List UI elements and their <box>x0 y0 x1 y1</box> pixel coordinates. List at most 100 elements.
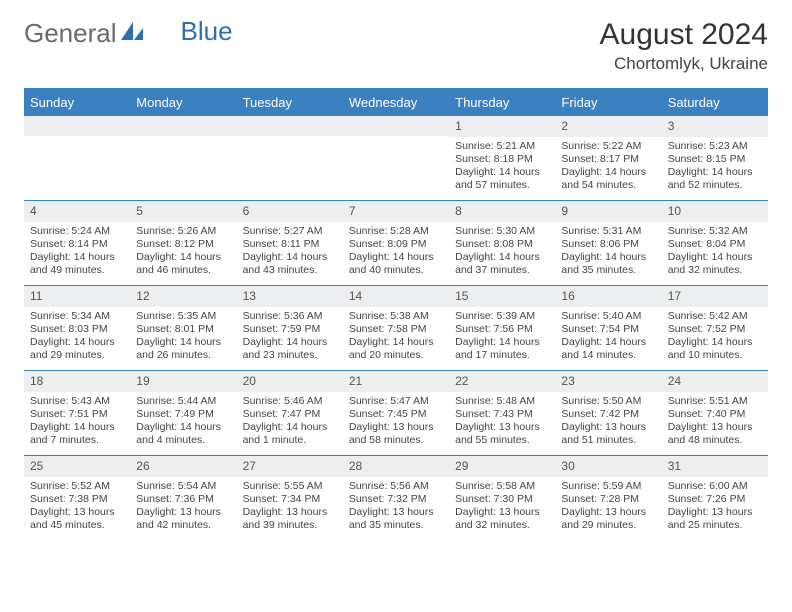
day-details: Sunrise: 5:56 AMSunset: 7:32 PMDaylight:… <box>343 477 449 537</box>
day-number: 13 <box>237 286 343 307</box>
day-cell: 13Sunrise: 5:36 AMSunset: 7:59 PMDayligh… <box>237 286 343 370</box>
sunset: Sunset: 8:15 PM <box>668 153 762 166</box>
sunset: Sunset: 8:04 PM <box>668 238 762 251</box>
sunset: Sunset: 7:59 PM <box>243 323 337 336</box>
day-details: Sunrise: 5:23 AMSunset: 8:15 PMDaylight:… <box>662 137 768 197</box>
day-cell: 29Sunrise: 5:58 AMSunset: 7:30 PMDayligh… <box>449 456 555 540</box>
daylight: Daylight: 14 hours and 4 minutes. <box>136 421 230 447</box>
day-number: 15 <box>449 286 555 307</box>
sunset: Sunset: 8:06 PM <box>561 238 655 251</box>
daylight: Daylight: 14 hours and 29 minutes. <box>30 336 124 362</box>
sunrise: Sunrise: 5:35 AM <box>136 310 230 323</box>
day-cell: 24Sunrise: 5:51 AMSunset: 7:40 PMDayligh… <box>662 371 768 455</box>
sunset: Sunset: 7:34 PM <box>243 493 337 506</box>
day-header: Tuesday <box>237 90 343 115</box>
sunset: Sunset: 7:30 PM <box>455 493 549 506</box>
sunset: Sunset: 7:42 PM <box>561 408 655 421</box>
logo-sail-icon <box>119 18 145 49</box>
day-cell: 18Sunrise: 5:43 AMSunset: 7:51 PMDayligh… <box>24 371 130 455</box>
daylight: Daylight: 13 hours and 39 minutes. <box>243 506 337 532</box>
day-details: Sunrise: 5:54 AMSunset: 7:36 PMDaylight:… <box>130 477 236 537</box>
daylight: Daylight: 14 hours and 32 minutes. <box>668 251 762 277</box>
daylight: Daylight: 13 hours and 48 minutes. <box>668 421 762 447</box>
day-number: 26 <box>130 456 236 477</box>
day-cell <box>237 116 343 200</box>
day-number <box>343 116 449 136</box>
day-header: Saturday <box>662 90 768 115</box>
day-number: 28 <box>343 456 449 477</box>
day-cell: 15Sunrise: 5:39 AMSunset: 7:56 PMDayligh… <box>449 286 555 370</box>
sunrise: Sunrise: 5:21 AM <box>455 140 549 153</box>
sunrise: Sunrise: 6:00 AM <box>668 480 762 493</box>
sunrise: Sunrise: 5:44 AM <box>136 395 230 408</box>
sunrise: Sunrise: 5:50 AM <box>561 395 655 408</box>
sunset: Sunset: 8:08 PM <box>455 238 549 251</box>
logo-text-2: Blue <box>181 16 233 47</box>
day-number: 20 <box>237 371 343 392</box>
day-header: Sunday <box>24 90 130 115</box>
sunset: Sunset: 7:28 PM <box>561 493 655 506</box>
day-details: Sunrise: 5:39 AMSunset: 7:56 PMDaylight:… <box>449 307 555 367</box>
day-details: Sunrise: 5:22 AMSunset: 8:17 PMDaylight:… <box>555 137 661 197</box>
sunset: Sunset: 7:43 PM <box>455 408 549 421</box>
sunset: Sunset: 7:26 PM <box>668 493 762 506</box>
day-number: 8 <box>449 201 555 222</box>
day-header-row: SundayMondayTuesdayWednesdayThursdayFrid… <box>24 90 768 115</box>
day-number: 10 <box>662 201 768 222</box>
daylight: Daylight: 14 hours and 23 minutes. <box>243 336 337 362</box>
daylight: Daylight: 14 hours and 14 minutes. <box>561 336 655 362</box>
day-cell: 17Sunrise: 5:42 AMSunset: 7:52 PMDayligh… <box>662 286 768 370</box>
sunrise: Sunrise: 5:24 AM <box>30 225 124 238</box>
day-cell: 25Sunrise: 5:52 AMSunset: 7:38 PMDayligh… <box>24 456 130 540</box>
daylight: Daylight: 14 hours and 17 minutes. <box>455 336 549 362</box>
day-number <box>24 116 130 136</box>
daylight: Daylight: 14 hours and 35 minutes. <box>561 251 655 277</box>
daylight: Daylight: 13 hours and 45 minutes. <box>30 506 124 532</box>
day-header: Monday <box>130 90 236 115</box>
daylight: Daylight: 14 hours and 54 minutes. <box>561 166 655 192</box>
day-details: Sunrise: 6:00 AMSunset: 7:26 PMDaylight:… <box>662 477 768 537</box>
sunset: Sunset: 8:12 PM <box>136 238 230 251</box>
daylight: Daylight: 13 hours and 32 minutes. <box>455 506 549 532</box>
sunrise: Sunrise: 5:56 AM <box>349 480 443 493</box>
day-cell: 23Sunrise: 5:50 AMSunset: 7:42 PMDayligh… <box>555 371 661 455</box>
day-details: Sunrise: 5:51 AMSunset: 7:40 PMDaylight:… <box>662 392 768 452</box>
day-cell: 19Sunrise: 5:44 AMSunset: 7:49 PMDayligh… <box>130 371 236 455</box>
month-title: August 2024 <box>600 18 768 52</box>
day-details: Sunrise: 5:52 AMSunset: 7:38 PMDaylight:… <box>24 477 130 537</box>
day-cell: 10Sunrise: 5:32 AMSunset: 8:04 PMDayligh… <box>662 201 768 285</box>
sunset: Sunset: 7:51 PM <box>30 408 124 421</box>
header: General Blue August 2024 Chortomlyk, Ukr… <box>24 18 768 74</box>
day-details: Sunrise: 5:42 AMSunset: 7:52 PMDaylight:… <box>662 307 768 367</box>
logo-text-1: General <box>24 18 117 49</box>
sunset: Sunset: 8:17 PM <box>561 153 655 166</box>
sunset: Sunset: 8:09 PM <box>349 238 443 251</box>
sunset: Sunset: 8:14 PM <box>30 238 124 251</box>
day-cell: 26Sunrise: 5:54 AMSunset: 7:36 PMDayligh… <box>130 456 236 540</box>
day-number: 6 <box>237 201 343 222</box>
daylight: Daylight: 13 hours and 51 minutes. <box>561 421 655 447</box>
sunrise: Sunrise: 5:22 AM <box>561 140 655 153</box>
sunset: Sunset: 7:54 PM <box>561 323 655 336</box>
day-details: Sunrise: 5:27 AMSunset: 8:11 PMDaylight:… <box>237 222 343 282</box>
day-details: Sunrise: 5:38 AMSunset: 7:58 PMDaylight:… <box>343 307 449 367</box>
day-details: Sunrise: 5:43 AMSunset: 7:51 PMDaylight:… <box>24 392 130 452</box>
sunrise: Sunrise: 5:48 AM <box>455 395 549 408</box>
logo: General Blue <box>24 18 233 49</box>
day-cell: 20Sunrise: 5:46 AMSunset: 7:47 PMDayligh… <box>237 371 343 455</box>
sunrise: Sunrise: 5:59 AM <box>561 480 655 493</box>
day-cell: 14Sunrise: 5:38 AMSunset: 7:58 PMDayligh… <box>343 286 449 370</box>
day-number: 5 <box>130 201 236 222</box>
location: Chortomlyk, Ukraine <box>600 54 768 74</box>
daylight: Daylight: 13 hours and 25 minutes. <box>668 506 762 532</box>
day-details: Sunrise: 5:48 AMSunset: 7:43 PMDaylight:… <box>449 392 555 452</box>
sunset: Sunset: 7:40 PM <box>668 408 762 421</box>
day-details: Sunrise: 5:26 AMSunset: 8:12 PMDaylight:… <box>130 222 236 282</box>
daylight: Daylight: 14 hours and 26 minutes. <box>136 336 230 362</box>
day-details: Sunrise: 5:47 AMSunset: 7:45 PMDaylight:… <box>343 392 449 452</box>
day-cell: 5Sunrise: 5:26 AMSunset: 8:12 PMDaylight… <box>130 201 236 285</box>
day-cell: 7Sunrise: 5:28 AMSunset: 8:09 PMDaylight… <box>343 201 449 285</box>
day-number: 30 <box>555 456 661 477</box>
day-cell <box>130 116 236 200</box>
day-cell: 28Sunrise: 5:56 AMSunset: 7:32 PMDayligh… <box>343 456 449 540</box>
